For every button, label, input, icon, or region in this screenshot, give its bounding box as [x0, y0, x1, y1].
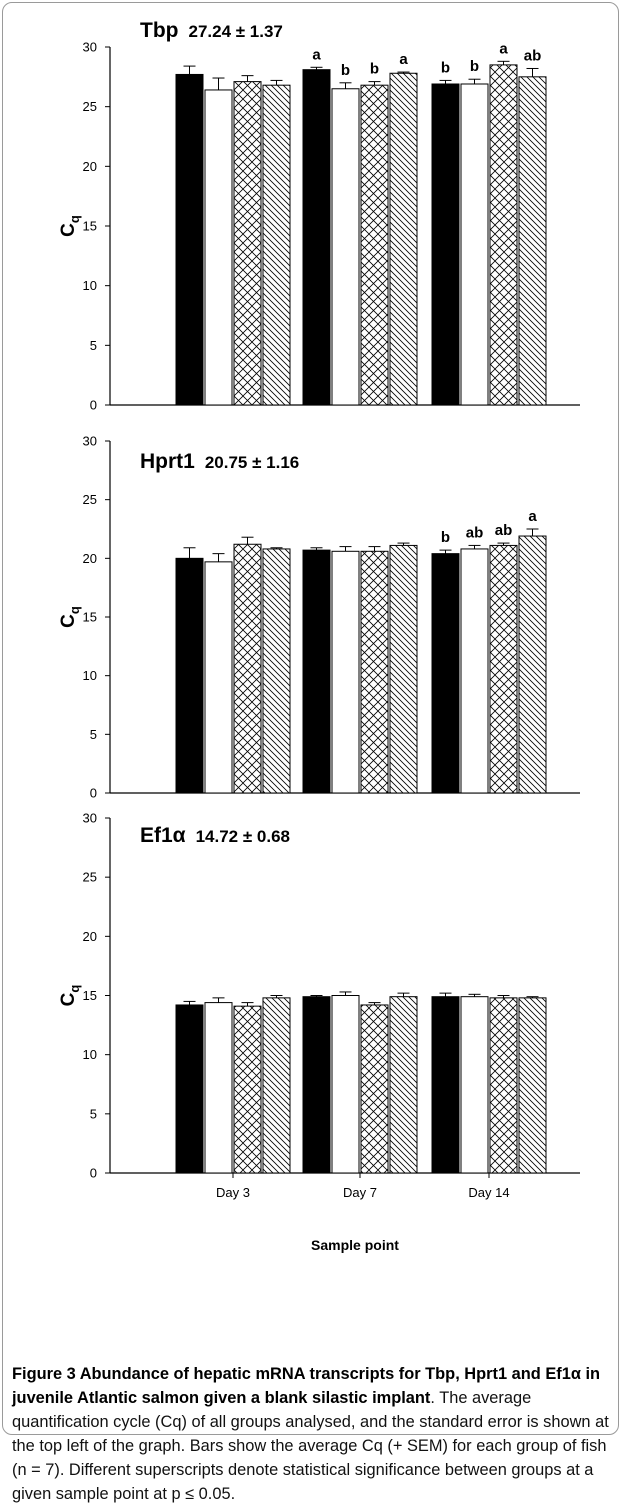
y-axis-label-sub: q — [67, 606, 82, 614]
gene-title: Ef1α — [140, 824, 186, 847]
gene-stat: 14.72 ± 0.68 — [196, 827, 290, 846]
figure-frame — [2, 2, 619, 1435]
y-axis-label-main: C — [58, 614, 79, 628]
bar — [233, 543, 262, 794]
chart-panel-3: 0 5 10 15 20 25 30 Cq Ef1α 14.72 ± 0.68 Day 3 Day 7… — [58, 811, 580, 1253]
bar — [331, 88, 360, 406]
y-tick-label: 0 — [90, 1166, 97, 1181]
significance-letter: a — [499, 40, 508, 57]
bar — [360, 1004, 389, 1174]
bar — [262, 548, 291, 794]
bar — [489, 544, 518, 794]
significance-letter: ab — [495, 522, 513, 539]
significance-letter: ab — [466, 524, 484, 541]
y-tick-label: 20 — [83, 159, 97, 174]
bar — [204, 89, 233, 406]
x-category-label: Day 3 — [216, 1185, 250, 1200]
y-tick-label: 15 — [83, 610, 97, 625]
bar — [233, 81, 262, 406]
gene-title: Hprt1 — [140, 450, 195, 473]
significance-letter: b — [470, 58, 479, 75]
gene-title: Tbp — [140, 19, 178, 42]
y-tick-label: 15 — [83, 988, 97, 1003]
bar — [262, 84, 291, 406]
y-tick-label: 0 — [90, 786, 97, 801]
significance-letter: b — [370, 61, 379, 78]
bar — [431, 996, 460, 1174]
bar — [460, 996, 489, 1174]
y-tick-label: 25 — [83, 99, 97, 114]
bar — [331, 550, 360, 794]
bar — [518, 997, 547, 1174]
y-tick-label: 20 — [83, 929, 97, 944]
bar — [360, 84, 389, 406]
bar — [518, 535, 547, 794]
significance-letter: b — [441, 529, 450, 546]
y-tick-label: 10 — [83, 1047, 97, 1062]
y-axis-label: Cq — [58, 606, 82, 628]
bar — [302, 549, 331, 794]
bar — [460, 548, 489, 794]
bar — [389, 544, 418, 794]
x-axis-title: Sample point — [311, 1237, 399, 1253]
y-axis-label-main: C — [58, 992, 79, 1006]
y-tick-label: 15 — [83, 219, 97, 234]
bar — [204, 1002, 233, 1174]
y-tick-label: 10 — [83, 668, 97, 683]
bar — [262, 997, 291, 1174]
gene-stat: 27.24 ± 1.37 — [188, 22, 282, 41]
y-tick-label: 30 — [83, 811, 97, 826]
y-tick-label: 20 — [83, 551, 97, 566]
bar — [204, 561, 233, 794]
bar — [518, 76, 547, 406]
significance-letter: a — [312, 46, 321, 63]
x-category-label: Day 14 — [468, 1185, 509, 1200]
significance-letter: a — [399, 51, 408, 68]
y-tick-label: 5 — [90, 727, 97, 742]
bar — [431, 83, 460, 406]
caption-title: Figure 3 Abundance of hepatic mRNA trans… — [12, 1365, 601, 1407]
bar — [489, 997, 518, 1174]
significance-letter: b — [441, 59, 450, 76]
y-axis-label: Cq — [58, 215, 82, 237]
y-tick-label: 5 — [90, 338, 97, 353]
y-tick-label: 30 — [83, 434, 97, 449]
bar — [489, 64, 518, 406]
bar — [460, 83, 489, 406]
bar — [175, 557, 204, 794]
x-category-label: Day 7 — [343, 1185, 377, 1200]
bar — [389, 996, 418, 1174]
bar — [233, 1005, 262, 1174]
significance-letter: a — [528, 508, 537, 525]
bar — [360, 550, 389, 794]
bar — [302, 996, 331, 1174]
y-tick-label: 10 — [83, 278, 97, 293]
y-tick-label: 25 — [83, 492, 97, 507]
figure-caption: Figure 3 Abundance of hepatic mRNA trans… — [12, 1362, 612, 1506]
gene-stat: 20.75 ± 1.16 — [205, 453, 299, 472]
y-axis-label-sub: q — [67, 215, 82, 223]
significance-letter: b — [341, 62, 350, 79]
bar — [302, 69, 331, 406]
bar — [331, 995, 360, 1174]
y-tick-label: 25 — [83, 870, 97, 885]
y-tick-label: 0 — [90, 398, 97, 413]
bar — [389, 72, 418, 406]
y-axis-label-main: C — [58, 223, 79, 237]
y-tick-label: 5 — [90, 1106, 97, 1121]
bar — [175, 73, 204, 406]
significance-letter: ab — [524, 47, 542, 64]
y-tick-label: 30 — [83, 40, 97, 55]
bar — [175, 1004, 204, 1174]
y-axis-label-sub: q — [67, 985, 82, 993]
y-axis-label: Cq — [58, 985, 82, 1007]
bar — [431, 553, 460, 794]
